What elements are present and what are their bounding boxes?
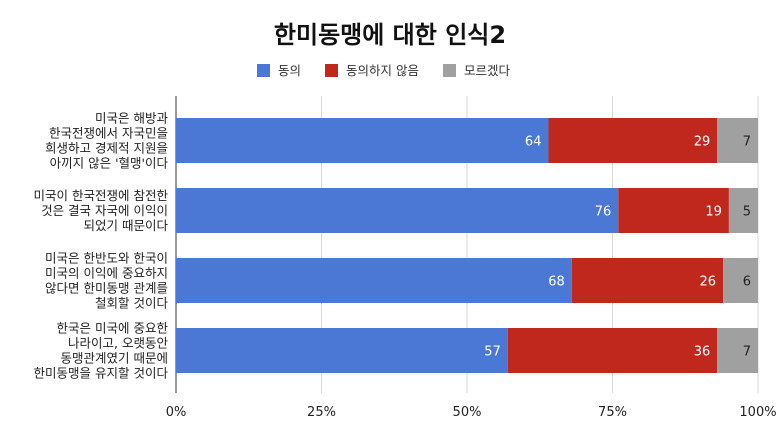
data-label: 57	[484, 345, 501, 360]
chart-title: 한미동맹에 대한 인식2	[274, 21, 506, 49]
data-label: 7	[743, 345, 751, 360]
legend-label-3: 모르겠다	[464, 63, 511, 78]
legend-swatch-1	[257, 64, 270, 77]
bar-segment	[176, 328, 508, 373]
category-label-line: 동맹관계였기 때문에	[61, 351, 168, 366]
category-label-line: 아끼지 않은 '혈맹'이다	[50, 156, 169, 171]
category-label: 한국은 미국에 중요한 나라이고, 오랫동안 동맹관계였기 때문에 한미동맹을 유지할…	[34, 321, 169, 381]
data-label: 5	[743, 205, 751, 220]
category-label: 미국은 해방과 한국전쟁에서 자국민을 희생하고 경제적 지원을 아끼지 않은 '혈맹…	[45, 111, 168, 171]
category-label-line: 희생하고 경제적 지원을	[45, 141, 168, 156]
bar-segment	[507, 328, 718, 373]
legend-swatch-2	[325, 64, 338, 77]
data-label: 7	[743, 135, 751, 150]
bars: 64 29 7 76 19 5 68 26 6 57 36 7	[176, 118, 758, 373]
bar-segment	[618, 188, 729, 233]
legend-swatch-3	[443, 64, 456, 77]
bar-segment	[571, 258, 724, 303]
bar-segment	[728, 188, 758, 233]
category-label: 미국이 한국전쟁에 참전한 것은 결국 자국에 이익이 되었기 때문이다	[34, 188, 169, 233]
bar-segment	[717, 118, 758, 163]
category-label-line: 되었기 때문이다	[84, 218, 169, 233]
x-tick-label: 75%	[598, 405, 627, 420]
category-label-line: 미국이 한국전쟁에 참전한	[34, 188, 169, 203]
data-label: 6	[743, 275, 751, 290]
legend-label-1: 동의	[278, 63, 301, 78]
bar-segment	[176, 258, 572, 303]
x-tick-label: 100%	[739, 405, 776, 420]
category-label-line: 나라이고, 오랫동안	[68, 336, 168, 351]
x-tick-label: 25%	[307, 405, 336, 420]
bar-segment	[176, 188, 619, 233]
data-label: 29	[694, 135, 711, 150]
bar-segment	[548, 118, 718, 163]
category-label-line: 않다면 한미동맹 관계를	[45, 281, 168, 296]
legend: 동의 동의하지 않음 모르겠다	[257, 63, 511, 78]
legend-label-2: 동의하지 않음	[346, 63, 419, 78]
bar-segment	[723, 258, 758, 303]
category-label-line: 미국은 해방과	[95, 111, 168, 126]
data-label: 26	[700, 275, 717, 290]
data-label: 19	[705, 205, 722, 220]
x-tick-label: 0%	[166, 405, 187, 420]
category-labels: 미국은 해방과 한국전쟁에서 자국민을 희생하고 경제적 지원을 아끼지 않은 '혈맹…	[34, 111, 169, 381]
category-label-line: 한국은 미국에 중요한	[57, 321, 169, 336]
x-tick-label: 50%	[453, 405, 482, 420]
data-label: 36	[694, 345, 711, 360]
data-label: 68	[548, 275, 565, 290]
category-label-line: 한국전쟁에서 자국민을	[49, 126, 168, 141]
data-label: 64	[525, 135, 542, 150]
bar-segment	[176, 118, 549, 163]
category-label-line: 것은 결국 자국에 이익이	[41, 203, 168, 218]
category-label: 미국은 한반도와 한국이 미국의 이익에 중요하지 않다면 한미동맹 관계를 철회할 …	[45, 251, 168, 311]
category-label-line: 미국의 이익에 중요하지	[45, 266, 168, 281]
category-label-line: 철회할 것이다	[95, 296, 168, 311]
x-axis-ticks: 0% 25% 50% 75% 100%	[166, 405, 777, 420]
category-label-line: 미국은 한반도와 한국이	[45, 251, 168, 266]
bar-segment	[717, 328, 758, 373]
category-label-line: 한미동맹을 유지할 것이다	[34, 366, 169, 381]
data-label: 76	[595, 205, 612, 220]
